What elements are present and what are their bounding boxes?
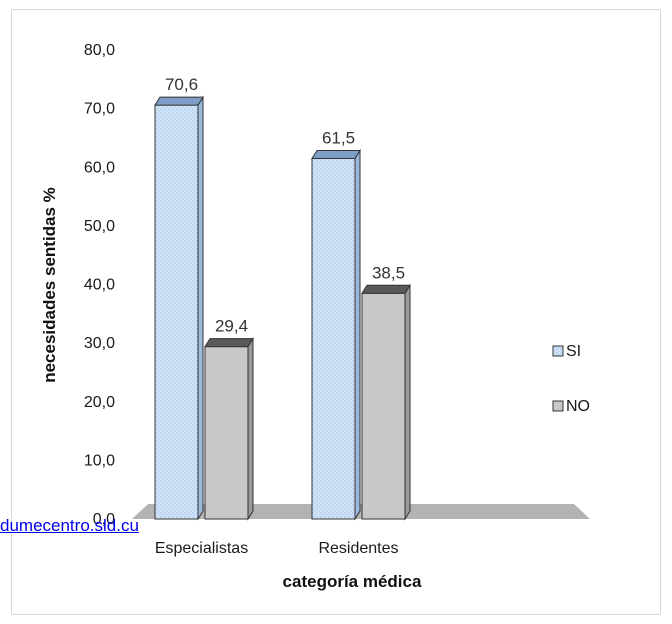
bar-top [361,284,411,294]
y-tick-label: 60,0 [84,159,115,176]
y-tick-label: 20,0 [84,394,115,411]
source-link[interactable]: dumecentro.sld.cu [0,516,139,535]
data-label: 70,6 [165,75,198,94]
bar-front [154,104,199,520]
bar-side [197,95,204,521]
y-tick-label: 50,0 [84,218,115,235]
bar-si-especialistas [154,95,204,521]
bar-no-especialistas [204,336,254,521]
bar-side [354,148,361,521]
bar-front [311,157,356,520]
bar-top [311,149,361,159]
legend: SI NO [552,343,590,415]
y-tick-label: 10,0 [84,452,115,469]
data-label: 29,4 [215,317,248,336]
bar-side [404,283,411,521]
y-tick-label: 80,0 [84,42,115,59]
category-label: Especialistas [155,540,248,557]
x-axis-title: categoría médica [283,572,422,591]
bar-front [204,346,249,520]
data-label: 38,5 [372,263,405,282]
bar-top [154,96,204,106]
data-label: 61,5 [322,128,355,147]
legend-label-si: SI [566,343,581,360]
y-tick-label: 40,0 [84,277,115,294]
y-tick-label: 70,0 [84,101,115,118]
bar-side [247,336,254,521]
y-tick-label: 30,0 [84,335,115,352]
bar-top [204,338,254,348]
bar-si-residentes [311,148,361,521]
legend-label-no: NO [566,398,590,415]
legend-swatch-si [552,345,564,357]
y-tick-label: 0,0 [93,511,115,528]
legend-swatch-no [552,400,564,412]
bar-no-residentes [361,283,411,521]
bar-front [361,292,406,520]
y-axis-title: necesidades sentidas % [40,187,59,383]
category-label: Residentes [318,540,398,557]
